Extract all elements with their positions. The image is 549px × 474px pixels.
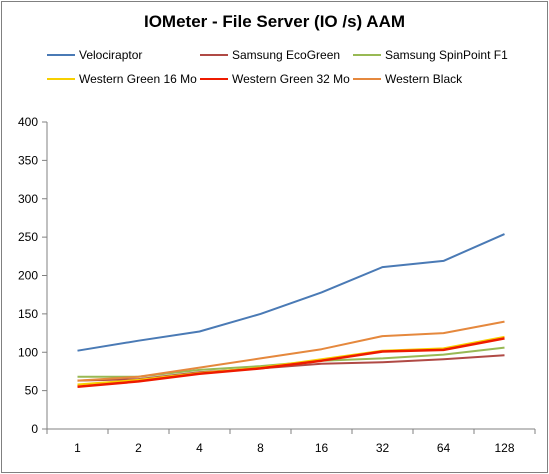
legend-label: Western Green 16 Mo (79, 72, 197, 86)
chart-title: IOMeter - File Server (IO /s) AAM (143, 12, 406, 31)
series-layer (77, 233, 505, 389)
y-tick-label: 300 (18, 192, 38, 206)
legend: Velociraptor Samsung EcoGreen Samsung Spin… (47, 48, 508, 86)
x-tick-label: 32 (376, 441, 390, 455)
legend-label: Samsung EcoGreen (232, 48, 340, 62)
x-tick-label: 2 (135, 441, 142, 455)
y-tick-label: 400 (18, 115, 38, 129)
x-tick-label: 64 (437, 441, 451, 455)
x-tick-label: 1 (74, 441, 81, 455)
series-line (77, 320, 505, 382)
x-tick-label: 128 (494, 441, 514, 455)
y-tick-label: 200 (18, 269, 38, 283)
y-tick-label: 250 (18, 230, 38, 244)
legend-label: Samsung SpinPoint F1 (385, 48, 508, 62)
y-tick-label: 100 (18, 345, 38, 359)
axes: 0 50 100 150 200 250 300 350 400 1 2 4 8 16 32 64 128 (18, 115, 536, 455)
y-tick-label: 350 (18, 153, 38, 167)
series-line (77, 337, 505, 389)
legend-label: Velociraptor (79, 48, 142, 62)
series-line (77, 346, 505, 378)
y-tick-label: 150 (18, 307, 38, 321)
legend-label: Western Black (385, 72, 463, 86)
x-tick-label: 16 (315, 441, 329, 455)
x-tick-label: 4 (196, 441, 203, 455)
y-tick-label: 0 (31, 422, 38, 436)
series-line (77, 233, 505, 352)
y-tick-label: 50 (25, 384, 39, 398)
x-tick-label: 8 (257, 441, 264, 455)
legend-label: Western Green 32 Mo (232, 72, 350, 86)
